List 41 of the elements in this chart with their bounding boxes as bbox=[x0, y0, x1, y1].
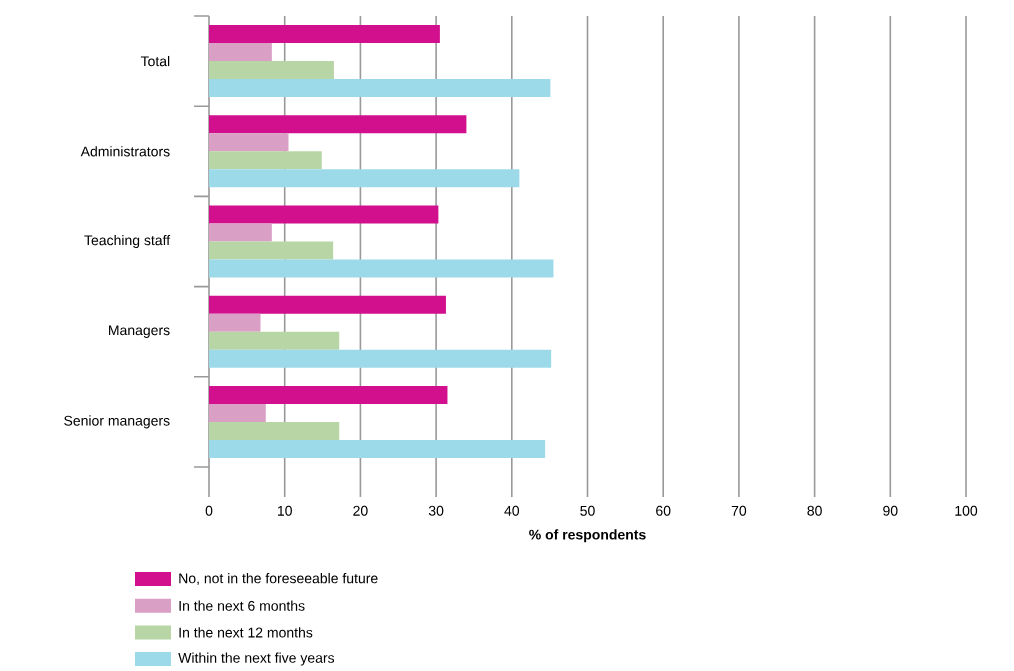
x-axis-title: % of respondents bbox=[529, 529, 646, 543]
bar bbox=[209, 259, 554, 278]
bar bbox=[209, 241, 334, 260]
x-tick-label: 10 bbox=[277, 505, 292, 516]
x-tick-label: 100 bbox=[955, 505, 978, 516]
bar bbox=[209, 223, 272, 242]
bar bbox=[209, 79, 551, 98]
bar bbox=[209, 25, 440, 44]
y-tick-label: Total bbox=[140, 55, 170, 67]
bar bbox=[209, 385, 448, 404]
x-tick-label: 70 bbox=[731, 505, 747, 516]
bar bbox=[209, 115, 467, 134]
bar bbox=[209, 439, 546, 458]
bar bbox=[209, 403, 266, 422]
bar bbox=[209, 313, 261, 332]
bar bbox=[209, 133, 289, 152]
x-tick-label: 50 bbox=[580, 505, 595, 516]
y-tick-label: Managers bbox=[109, 325, 170, 338]
x-tick-label: 60 bbox=[656, 505, 671, 516]
bar bbox=[209, 151, 322, 170]
bar bbox=[209, 43, 272, 62]
x-tick-label: 20 bbox=[353, 505, 368, 516]
x-tick-label: 0 bbox=[205, 505, 213, 516]
y-tick-label: Teaching staff bbox=[84, 234, 171, 249]
bar bbox=[209, 205, 439, 224]
legend-label: In the next 12 months bbox=[179, 627, 313, 638]
bar bbox=[209, 421, 340, 440]
x-tick-label: 40 bbox=[504, 505, 520, 516]
x-tick-label: 30 bbox=[428, 505, 444, 516]
legend-label: No, not in the foreseeable future bbox=[179, 573, 378, 585]
x-tick-label: 80 bbox=[807, 505, 822, 516]
y-tick-label: Senior managers bbox=[64, 415, 170, 429]
bar bbox=[209, 61, 334, 80]
legend-label: In the next 6 months bbox=[179, 600, 305, 611]
x-tick-label: 90 bbox=[883, 505, 898, 516]
y-tick-label: Administrators bbox=[80, 146, 170, 157]
bar bbox=[209, 331, 340, 350]
legend-label: Within the next five years bbox=[178, 652, 335, 666]
bar bbox=[209, 295, 446, 314]
bar bbox=[209, 349, 552, 368]
bar bbox=[209, 169, 520, 188]
